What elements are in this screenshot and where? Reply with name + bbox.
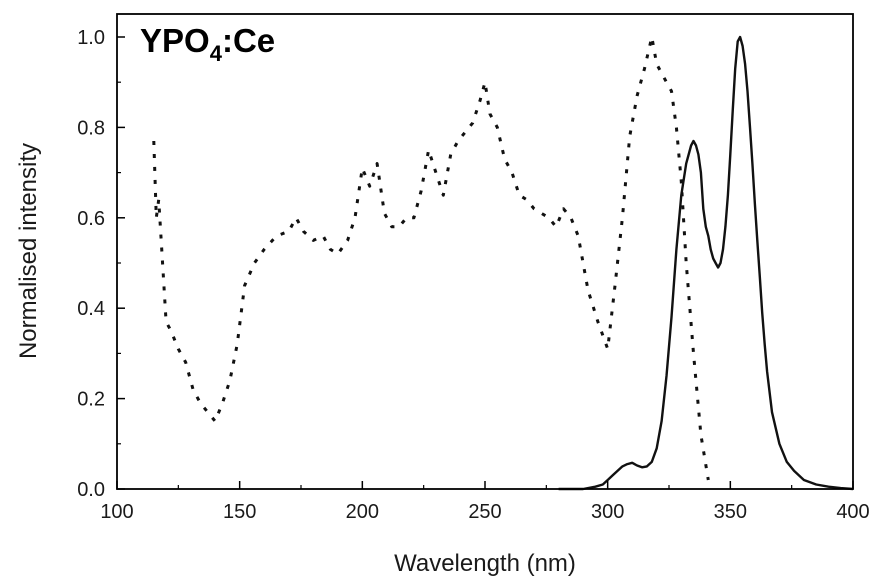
y-tick-label: 0.4 [77, 298, 105, 320]
x-axis-ticks: 100 150 200 250 300 350 400 [100, 481, 870, 523]
excitation-series-line [152, 35, 710, 481]
y-tick-label: 0.6 [77, 208, 105, 230]
x-tick-label: 250 [468, 501, 501, 523]
y-tick-label: 0.2 [77, 389, 105, 411]
series-layer [152, 35, 854, 491]
x-tick-label: 300 [591, 501, 624, 523]
x-tick-label: 150 [223, 501, 256, 523]
x-axis-label: Wavelength (nm) [394, 550, 576, 577]
x-tick-label: 350 [714, 501, 747, 523]
y-axis-ticks: 0.0 0.2 0.4 0.6 0.8 1.0 [77, 27, 125, 501]
y-tick-label: 0.8 [77, 117, 105, 139]
x-tick-label: 200 [346, 501, 379, 523]
x-tick-label: 100 [100, 501, 133, 523]
y-tick-label: 1.0 [77, 27, 105, 49]
chart-title: YPO4:Ce [140, 22, 275, 66]
plot-frame [116, 13, 854, 490]
title-main: YPO [140, 22, 210, 59]
svg-text:YPO4:Ce: YPO4:Ce [140, 22, 275, 66]
title-subscript: 4 [210, 41, 223, 66]
y-axis-label: Normalised intensity [15, 143, 42, 359]
y-tick-label: 0.0 [77, 479, 105, 501]
emission-series-line [558, 35, 854, 491]
title-suffix: :Ce [222, 22, 275, 59]
x-tick-label: 400 [836, 501, 869, 523]
